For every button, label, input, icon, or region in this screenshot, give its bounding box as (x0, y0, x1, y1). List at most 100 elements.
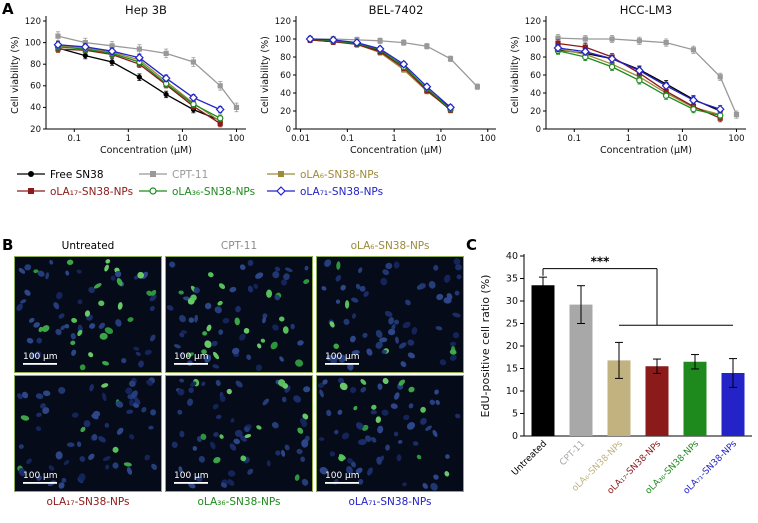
legend-item: oLA₆-SN38-NPs (266, 166, 426, 183)
legend-item: Free SN38 (16, 166, 128, 183)
scale-bar-label: 100 μm (23, 471, 58, 481)
svg-text:60: 60 (280, 71, 291, 81)
micrograph-cpt-11: 100 μm (165, 256, 313, 373)
svg-text:1: 1 (126, 134, 131, 144)
svg-text:100: 100 (25, 38, 41, 48)
scale-bar-label: 100 μm (325, 471, 360, 481)
micrograph-svg: 100 μm (317, 257, 463, 372)
svg-text:10: 10 (436, 134, 447, 144)
svg-text:Untreated: Untreated (510, 439, 549, 478)
chart-legend: Free SN38 CPT-11 oLA₆-SN38-NPs oLA₁₇-SN3… (16, 166, 426, 200)
svg-text:0.1: 0.1 (568, 134, 582, 144)
svg-text:Hep 3B: Hep 3B (125, 3, 167, 17)
micrograph-label-ola6: oLA₆-SN38-NPs (350, 240, 430, 252)
svg-text:40: 40 (530, 89, 541, 99)
svg-text:35: 35 (506, 274, 518, 285)
svg-text:0: 0 (286, 125, 291, 135)
scale-bar (23, 482, 57, 484)
svg-text:30: 30 (506, 296, 518, 307)
micrograph-label-ola36: oLA₃₆-SN38-NPs (197, 496, 281, 508)
line-chart-svg: Hep 3B 20 40 60 80 100 120 0.1 1 10 100 Concentrati… (10, 3, 246, 156)
svg-text:15: 15 (506, 364, 518, 375)
scale-bar (325, 482, 359, 484)
micrograph-svg: 100 μm (15, 376, 161, 491)
svg-text:80: 80 (30, 60, 41, 70)
chart-bel-7402: BEL-7402 0 20 40 60 80 100 120 0.01 0.1 1 10 100 Conc… (258, 3, 504, 161)
micrograph-label-cpt-11: CPT-11 (220, 240, 258, 252)
scale-bar (174, 363, 208, 365)
ola17-marker-icon (16, 182, 46, 201)
svg-text:100: 100 (228, 134, 244, 144)
svg-text:10: 10 (177, 134, 188, 144)
svg-text:20: 20 (506, 341, 518, 352)
svg-text:25: 25 (506, 319, 518, 330)
ola71-marker-icon (266, 182, 296, 201)
cpt-11-marker-icon (138, 165, 168, 184)
svg-text:Concentration (μM): Concentration (μM) (600, 145, 692, 156)
legend-item: CPT-11 (138, 166, 256, 183)
micrograph-ola71: 100 μm (316, 375, 464, 492)
svg-text:0.1: 0.1 (68, 134, 82, 144)
svg-text:Concentration (μM): Concentration (μM) (350, 145, 442, 156)
significance-label: *** (591, 255, 611, 269)
line-chart-svg: HCC-LM3 0 20 40 60 80 100 120 0.1 1 10 100 Concentra… (510, 3, 746, 156)
free-sn38-marker-icon (16, 165, 46, 184)
legend-item: oLA₃₆-SN38-NPs (138, 183, 256, 200)
svg-text:1: 1 (391, 134, 396, 144)
svg-text:10: 10 (506, 386, 518, 397)
micrograph-label-ola71: oLA₇₁-SN38-NPs (348, 496, 432, 508)
svg-text:0: 0 (512, 431, 518, 442)
chart-hep-3b: Hep 3B 20 40 60 80 100 120 0.1 1 10 100 Concentrati… (8, 3, 254, 161)
svg-text:20: 20 (30, 125, 41, 135)
svg-text:20: 20 (280, 107, 291, 117)
micrograph-svg: 100 μm (15, 257, 161, 372)
edu-bar-chart: 0 5 10 15 20 25 30 35 40 EdU-positive cell ratio … (476, 238, 758, 523)
micrograph-ola17: 100 μm (14, 375, 162, 492)
bar-chart-svg: 0 5 10 15 20 25 30 35 40 EdU-positive cell ratio … (479, 251, 752, 496)
line-chart-svg: BEL-7402 0 20 40 60 80 100 120 0.01 0.1 1 10 100 Conc… (260, 3, 496, 156)
legend-label: oLA₇₁-SN38-NPs (300, 185, 384, 198)
svg-text:EdU-positive cell ratio (%): EdU-positive cell ratio (%) (479, 275, 492, 418)
legend-item: oLA₁₇-SN38-NPs (16, 182, 133, 201)
scale-bar-label: 100 μm (325, 352, 360, 362)
svg-text:100: 100 (525, 35, 541, 45)
svg-text:100: 100 (275, 35, 291, 45)
svg-text:120: 120 (525, 17, 541, 27)
svg-text:0.1: 0.1 (341, 134, 355, 144)
legend-item: oLA₇₁-SN38-NPs (266, 183, 426, 200)
legend-label: oLA₃₆-SN38-NPs (172, 185, 256, 198)
svg-text:100: 100 (480, 134, 496, 144)
svg-text:40: 40 (30, 103, 41, 113)
svg-text:0: 0 (536, 125, 541, 135)
svg-text:100: 100 (728, 134, 744, 144)
svg-text:BEL-7402: BEL-7402 (369, 3, 424, 17)
svg-text:40: 40 (506, 251, 518, 262)
ola36-marker-icon (138, 182, 168, 201)
panel-c-label: C (466, 236, 478, 254)
svg-text:60: 60 (530, 71, 541, 81)
legend-label: CPT-11 (172, 168, 209, 181)
svg-text:Concentration (μM): Concentration (μM) (100, 145, 192, 156)
scale-bar-label: 100 μm (174, 471, 209, 481)
micrograph-label-ola17: oLA₁₇-SN38-NPs (46, 496, 130, 508)
scale-bar (174, 482, 208, 484)
legend-label: oLA₁₇-SN38-NPs (50, 185, 134, 198)
scale-bar-label: 100 μm (174, 352, 209, 362)
svg-text:120: 120 (275, 17, 291, 27)
svg-text:Cell viability (%): Cell viability (%) (260, 36, 271, 114)
svg-text:20: 20 (530, 107, 541, 117)
svg-text:HCC-LM3: HCC-LM3 (620, 3, 673, 17)
svg-text:40: 40 (280, 89, 291, 99)
legend-label: Free SN38 (50, 168, 104, 181)
panel-a-label: A (2, 0, 14, 18)
svg-text:120: 120 (25, 17, 41, 27)
svg-text:80: 80 (530, 53, 541, 63)
svg-text:Cell viability (%): Cell viability (%) (510, 36, 521, 114)
micrograph-untreated: 100 μm (14, 256, 162, 373)
panel-b-label: B (2, 236, 14, 254)
svg-text:10: 10 (677, 134, 688, 144)
micrograph-svg: 100 μm (166, 376, 312, 491)
micrograph-ola6: 100 μm (316, 256, 464, 373)
svg-text:Cell viability (%): Cell viability (%) (10, 36, 21, 114)
